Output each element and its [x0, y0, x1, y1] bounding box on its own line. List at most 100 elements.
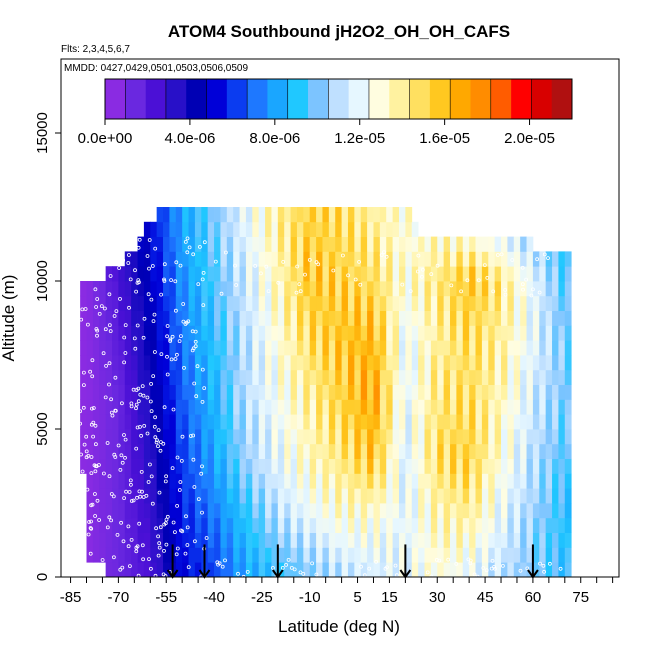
- heatmap-cell: [124, 414, 132, 430]
- heatmap-cell: [341, 384, 349, 400]
- heatmap-cell: [462, 266, 470, 282]
- heatmap-cell: [494, 251, 502, 267]
- heatmap-cell: [437, 503, 445, 519]
- heatmap-cell: [92, 503, 100, 519]
- heatmap-cell: [360, 384, 368, 400]
- heatmap-cell: [360, 355, 368, 371]
- heatmap-cell: [80, 295, 87, 311]
- heatmap-cell: [201, 517, 209, 533]
- heatmap-cell: [501, 473, 508, 489]
- heatmap-cell: [507, 488, 515, 504]
- heatmap-cell: [220, 532, 228, 548]
- heatmap-cell: [488, 281, 496, 297]
- heatmap-cell: [494, 503, 502, 519]
- heatmap-cell: [392, 532, 400, 548]
- heatmap-cell: [462, 488, 470, 504]
- heatmap-cell: [411, 532, 419, 548]
- heatmap-cell: [309, 458, 317, 474]
- heatmap-cell: [475, 310, 483, 326]
- heatmap-cell: [526, 443, 534, 459]
- heatmap-cell: [341, 266, 349, 282]
- heatmap-cell: [328, 517, 336, 533]
- heatmap-cell: [552, 414, 559, 430]
- heatmap-cell: [309, 340, 317, 356]
- flight-sample-point: [340, 253, 345, 258]
- heatmap-cell: [265, 532, 272, 548]
- heatmap-cell: [398, 473, 406, 489]
- heatmap-cell: [258, 399, 266, 415]
- heatmap-cell: [488, 399, 496, 415]
- heatmap-cell: [290, 473, 298, 489]
- heatmap-cell: [526, 281, 534, 297]
- heatmap-cell: [226, 517, 234, 533]
- heatmap-cell: [424, 384, 432, 400]
- flight-sample-point: [138, 424, 142, 429]
- heatmap-cell: [386, 562, 394, 577]
- heatmap-cell: [245, 547, 253, 563]
- heatmap-cell: [150, 473, 158, 489]
- heatmap-cell: [265, 207, 272, 223]
- heatmap-cell: [118, 355, 126, 371]
- heatmap-cell: [411, 488, 419, 504]
- flight-sample-point: [170, 466, 175, 471]
- heatmap-cell: [367, 429, 374, 445]
- heatmap-cell: [475, 369, 483, 385]
- heatmap-cell: [239, 384, 247, 400]
- heatmap-cell: [379, 355, 387, 371]
- flight-sample-point: [156, 428, 161, 433]
- heatmap-cell: [258, 414, 266, 430]
- heatmap-cell: [175, 532, 183, 548]
- heatmap-cell: [92, 399, 100, 415]
- flight-sample-point: [134, 388, 139, 392]
- heatmap-cell: [150, 310, 158, 326]
- heatmap-cell: [207, 295, 215, 311]
- heatmap-cell: [137, 236, 145, 252]
- heatmap-cell: [494, 266, 502, 282]
- flight-sample-point: [147, 462, 152, 467]
- heatmap-cell: [430, 310, 438, 326]
- flight-sample-point: [307, 257, 312, 262]
- heatmap-cell: [328, 458, 336, 474]
- flight-sample-point: [149, 474, 154, 479]
- heatmap-cell: [233, 458, 240, 474]
- heatmap-cell: [347, 295, 355, 311]
- flight-sample-point: [521, 287, 525, 292]
- heatmap-cell: [424, 429, 432, 445]
- heatmap-cell: [335, 488, 342, 504]
- heatmap-cell: [156, 340, 164, 356]
- heatmap-cell: [194, 295, 202, 311]
- flight-sample-point: [133, 268, 137, 273]
- heatmap-cell: [112, 547, 119, 563]
- flight-sample-point: [170, 334, 175, 339]
- heatmap-cell: [360, 281, 368, 297]
- heatmap-cell: [354, 221, 362, 237]
- heatmap-cell: [143, 369, 151, 385]
- heatmap-cell: [392, 547, 400, 563]
- heatmap-cell: [328, 547, 336, 563]
- flight-sample-point: [162, 549, 166, 553]
- heatmap-cell: [367, 251, 374, 267]
- heatmap-cell: [245, 562, 253, 577]
- heatmap-cell: [418, 310, 425, 326]
- heatmap-cell: [118, 384, 126, 400]
- heatmap-cell: [156, 355, 164, 371]
- heatmap-cell: [532, 384, 540, 400]
- heatmap-cell: [379, 532, 387, 548]
- heatmap-cell: [290, 340, 298, 356]
- heatmap-cell: [558, 295, 566, 311]
- heatmap-cell: [539, 458, 547, 474]
- flight-sample-point: [97, 518, 101, 522]
- heatmap-cell: [99, 429, 107, 445]
- heatmap-cell: [456, 503, 464, 519]
- heatmap-cell: [220, 429, 228, 445]
- heatmap-cell: [424, 310, 432, 326]
- heatmap-cell: [303, 429, 311, 445]
- heatmap-cell: [156, 207, 164, 223]
- heatmap-cell: [296, 503, 304, 519]
- heatmap-cell: [105, 547, 113, 563]
- flight-sample-point: [82, 442, 87, 447]
- heatmap-cell: [92, 325, 100, 341]
- heatmap-cell: [137, 488, 145, 504]
- heatmap-cell: [456, 562, 464, 577]
- heatmap-cell: [265, 429, 272, 445]
